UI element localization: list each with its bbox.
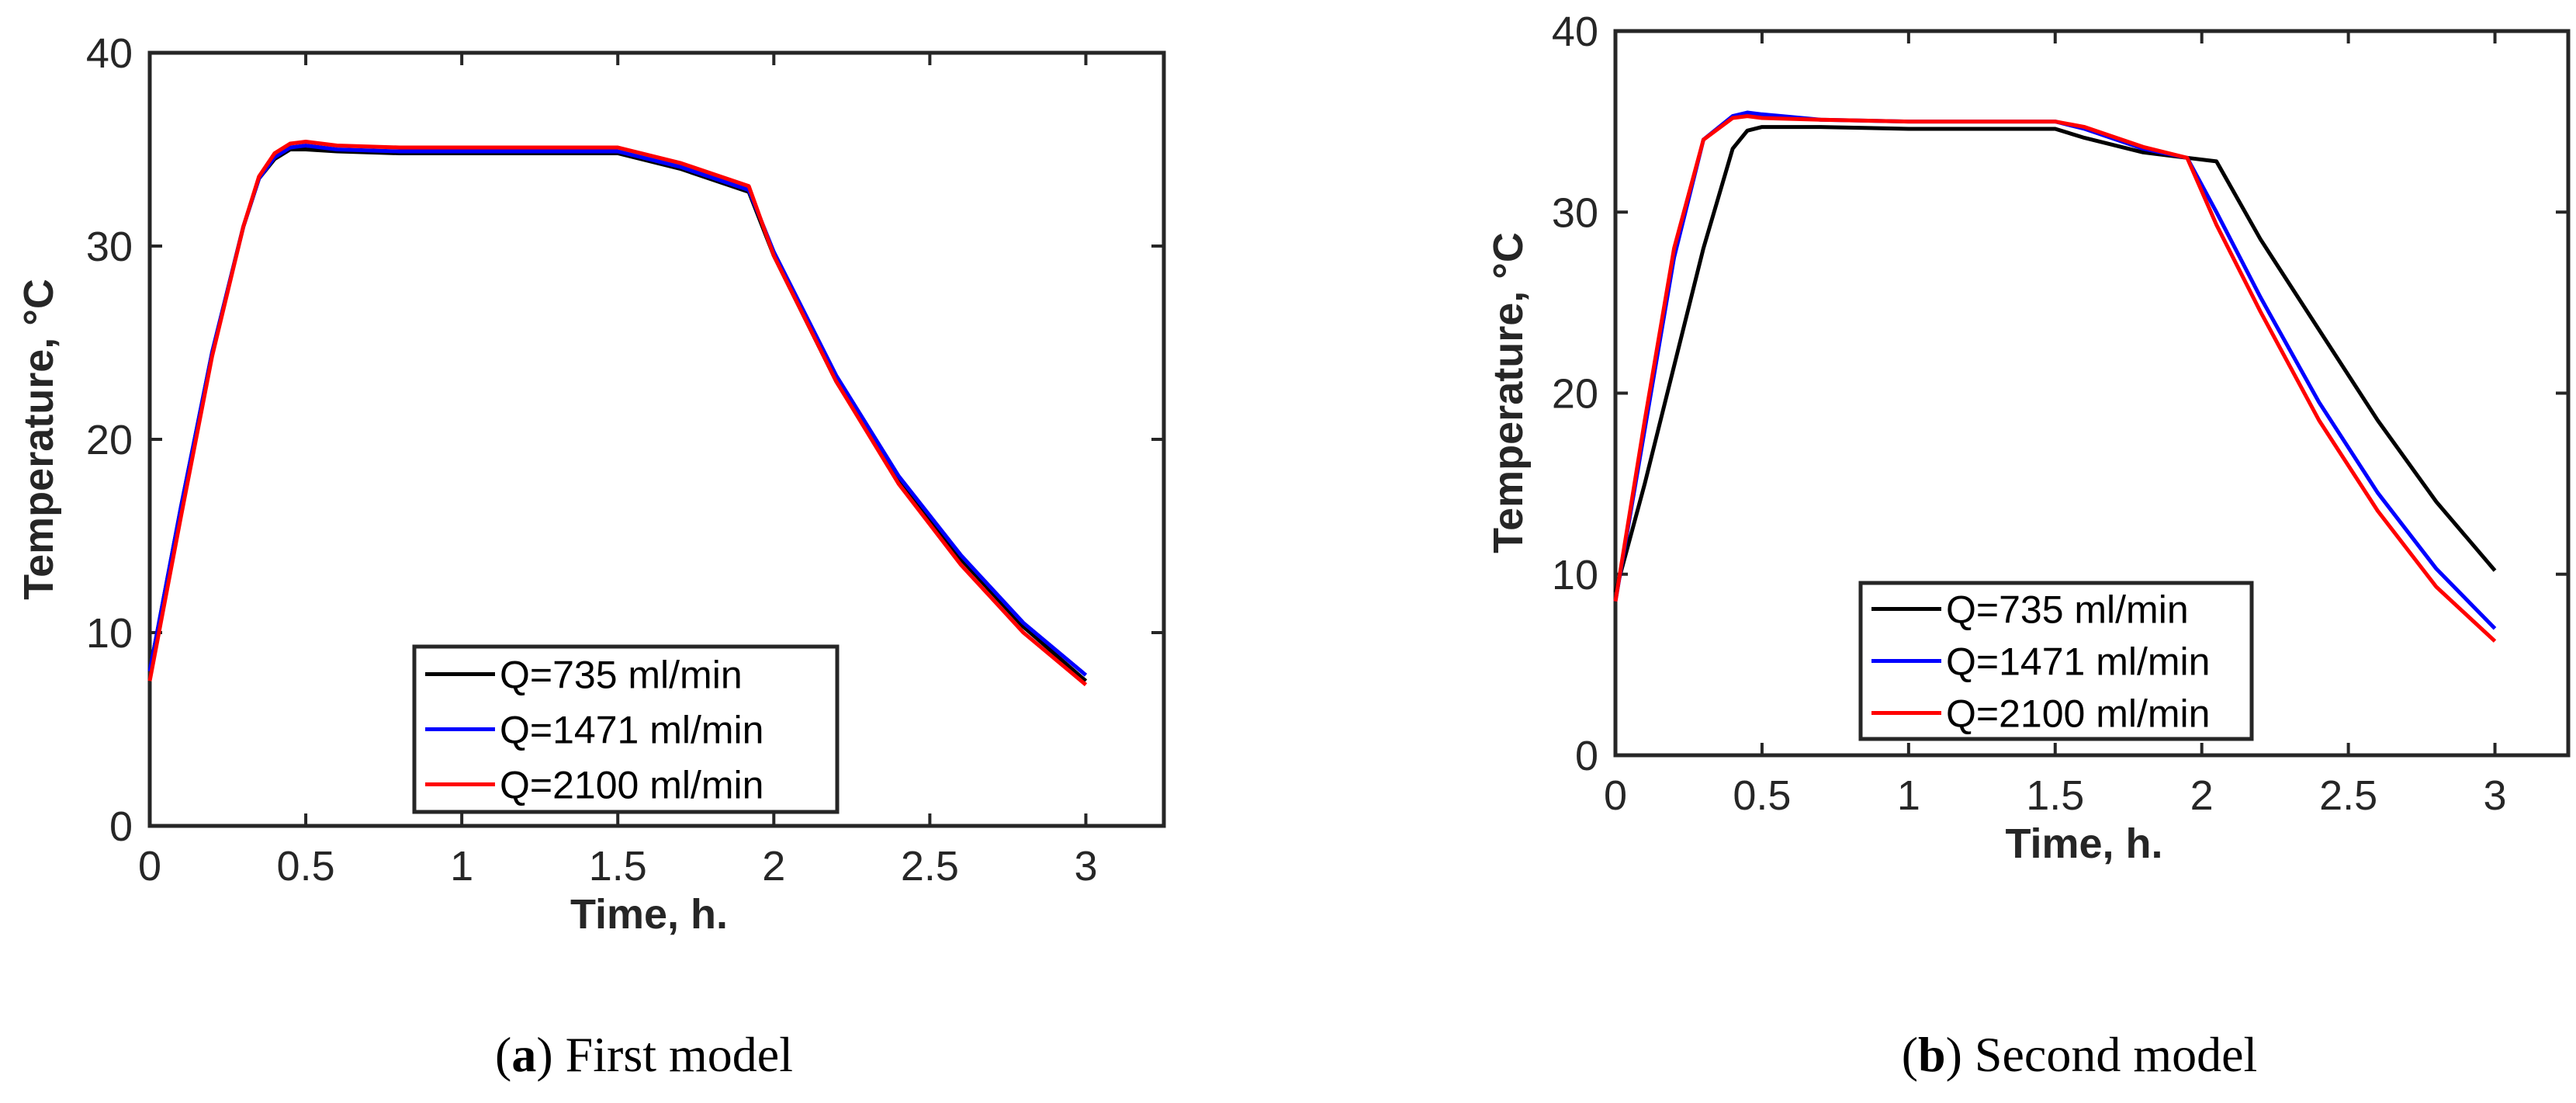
y-tick-label: 20 bbox=[1552, 371, 1598, 418]
y-tick-label: 30 bbox=[1552, 189, 1598, 236]
y-tick-label: 30 bbox=[86, 224, 133, 270]
legend-label: Q=2100 ml/min bbox=[500, 764, 763, 807]
caption-text: ) Second model bbox=[1946, 1027, 2258, 1082]
caption-text: ) First model bbox=[536, 1027, 793, 1082]
series-line bbox=[147, 140, 1088, 687]
x-tick-label: 0 bbox=[138, 843, 161, 890]
x-tick-label: 1 bbox=[450, 843, 473, 890]
x-axis-label: Time, h. bbox=[570, 891, 728, 938]
panel-caption: (b) Second model bbox=[1902, 1027, 2258, 1082]
y-tick-label: 0 bbox=[109, 803, 133, 850]
x-tick-label: 1.5 bbox=[2026, 772, 2084, 819]
y-tick-label: 20 bbox=[86, 417, 133, 463]
legend-label: Q=735 ml/min bbox=[1946, 588, 2189, 632]
y-tick-label: 10 bbox=[1552, 552, 1598, 598]
x-tick-label: 1.5 bbox=[589, 843, 647, 890]
x-tick-label: 3 bbox=[2484, 772, 2507, 819]
caption-paren-open: ( bbox=[495, 1027, 511, 1082]
series-line bbox=[1613, 125, 2497, 593]
caption-letter: a bbox=[511, 1027, 536, 1082]
y-tick-label: 10 bbox=[86, 610, 133, 657]
panel-caption: (a) First model bbox=[495, 1027, 793, 1082]
legend-label: Q=1471 ml/min bbox=[500, 709, 763, 752]
x-tick-label: 0.5 bbox=[1733, 772, 1791, 819]
series-line bbox=[1613, 114, 2497, 643]
x-tick-label: 2.5 bbox=[901, 843, 959, 890]
x-tick-label: 2 bbox=[762, 843, 785, 890]
y-tick-label: 0 bbox=[1575, 733, 1598, 779]
y-axis-label: Temperature, °C bbox=[16, 279, 62, 600]
y-axis-label: Temperature, °C bbox=[1485, 232, 1532, 553]
x-tick-label: 1 bbox=[1897, 772, 1920, 819]
y-tick-label: 40 bbox=[1552, 9, 1598, 55]
caption-paren-open: ( bbox=[1902, 1027, 1918, 1082]
legend-label: Q=2100 ml/min bbox=[1946, 692, 2210, 736]
x-tick-label: 2.5 bbox=[2319, 772, 2377, 819]
caption-letter: b bbox=[1918, 1027, 1946, 1082]
x-tick-label: 2 bbox=[2190, 772, 2214, 819]
y-tick-label: 40 bbox=[86, 30, 133, 77]
x-tick-label: 0 bbox=[1604, 772, 1627, 819]
x-tick-label: 3 bbox=[1074, 843, 1097, 890]
x-axis-label: Time, h. bbox=[2005, 820, 2162, 867]
legend-label: Q=735 ml/min bbox=[500, 654, 743, 697]
x-tick-label: 0.5 bbox=[277, 843, 335, 890]
legend-label: Q=1471 ml/min bbox=[1946, 640, 2210, 684]
